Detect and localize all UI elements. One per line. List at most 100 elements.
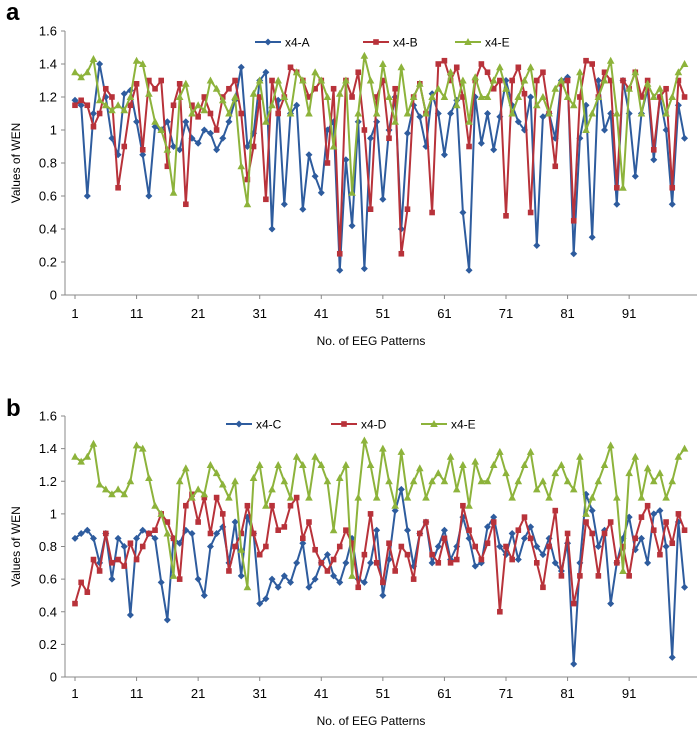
data-point (293, 559, 301, 567)
data-point (71, 534, 79, 542)
data-point (342, 76, 350, 84)
data-point (95, 96, 104, 104)
data-point (138, 60, 147, 67)
data-point (441, 535, 448, 542)
panel-letter: b (6, 395, 21, 422)
data-point (243, 143, 251, 150)
data-point (212, 469, 221, 477)
data-point (175, 93, 184, 100)
data-point (121, 143, 128, 150)
data-point (120, 490, 129, 498)
data-point (569, 101, 578, 109)
data-point (496, 447, 504, 455)
data-point (274, 76, 282, 84)
data-point (96, 568, 103, 574)
data-point (379, 444, 387, 452)
data-point (207, 110, 214, 117)
y-tick-label: 0.4 (39, 604, 57, 619)
data-point (163, 118, 171, 126)
data-point (256, 600, 264, 608)
legend-marker (373, 39, 379, 45)
data-point (385, 477, 393, 485)
data-point (275, 110, 281, 117)
data-point (533, 543, 541, 550)
data-point (600, 76, 609, 84)
y-tick-label: 0.6 (39, 189, 57, 204)
data-point (576, 68, 584, 76)
series-line-x4-E (74, 54, 686, 206)
data-point (497, 77, 503, 84)
data-point (379, 195, 387, 203)
data-point (416, 79, 424, 87)
data-point (329, 526, 338, 534)
data-point (71, 452, 79, 460)
data-point (207, 530, 214, 537)
data-point (151, 501, 159, 509)
x-tick-label: 41 (314, 686, 328, 701)
data-point (324, 568, 331, 574)
data-point (89, 534, 97, 542)
data-point (175, 477, 184, 485)
x-tick-label: 21 (191, 686, 205, 701)
data-point (521, 514, 528, 520)
data-point (299, 460, 307, 468)
data-point (434, 543, 442, 550)
data-point (403, 493, 412, 501)
data-point (509, 77, 515, 84)
data-point (613, 109, 621, 117)
data-point (132, 441, 141, 449)
series-line-x4-E (74, 439, 686, 589)
data-point (465, 117, 473, 125)
data-point (416, 113, 424, 121)
data-point (539, 113, 547, 121)
data-point (484, 540, 491, 547)
data-point (176, 539, 184, 547)
data-point (275, 527, 281, 533)
data-point (311, 575, 319, 583)
data-point (502, 84, 510, 92)
data-point (115, 556, 121, 563)
data-point (299, 76, 307, 84)
data-point (398, 543, 405, 550)
data-point (102, 85, 109, 92)
data-point (668, 653, 676, 661)
data-point (619, 566, 627, 574)
data-point (89, 110, 97, 117)
data-point (526, 447, 535, 455)
y-tick-label: 0.4 (39, 222, 57, 237)
data-point (231, 518, 239, 526)
data-point (95, 480, 104, 488)
data-point (515, 527, 522, 533)
data-point (89, 439, 98, 447)
data-point (218, 480, 227, 488)
data-point (349, 540, 355, 547)
data-point (398, 250, 405, 257)
data-point (410, 576, 417, 582)
data-point (360, 265, 368, 273)
x-tick-label: 41 (314, 306, 328, 321)
x-axis-title: No. of EEG Patterns (317, 334, 426, 348)
data-point (157, 578, 165, 586)
legend-marker (464, 38, 472, 45)
data-point (650, 510, 658, 518)
data-point (594, 543, 602, 550)
data-point (293, 101, 301, 109)
data-point (286, 493, 295, 501)
data-point (342, 460, 350, 468)
data-point (558, 81, 565, 87)
data-point (151, 534, 159, 542)
data-point (601, 530, 608, 537)
data-point (262, 117, 270, 125)
data-point (367, 511, 374, 517)
data-point (649, 477, 658, 485)
data-point (484, 110, 492, 117)
data-point (417, 530, 423, 537)
data-point (182, 118, 190, 126)
data-point (287, 64, 294, 71)
data-point (520, 460, 529, 468)
legend-marker (264, 38, 272, 46)
data-point (392, 568, 398, 574)
data-point (72, 102, 78, 109)
data-point (496, 63, 504, 71)
data-point (336, 543, 343, 550)
